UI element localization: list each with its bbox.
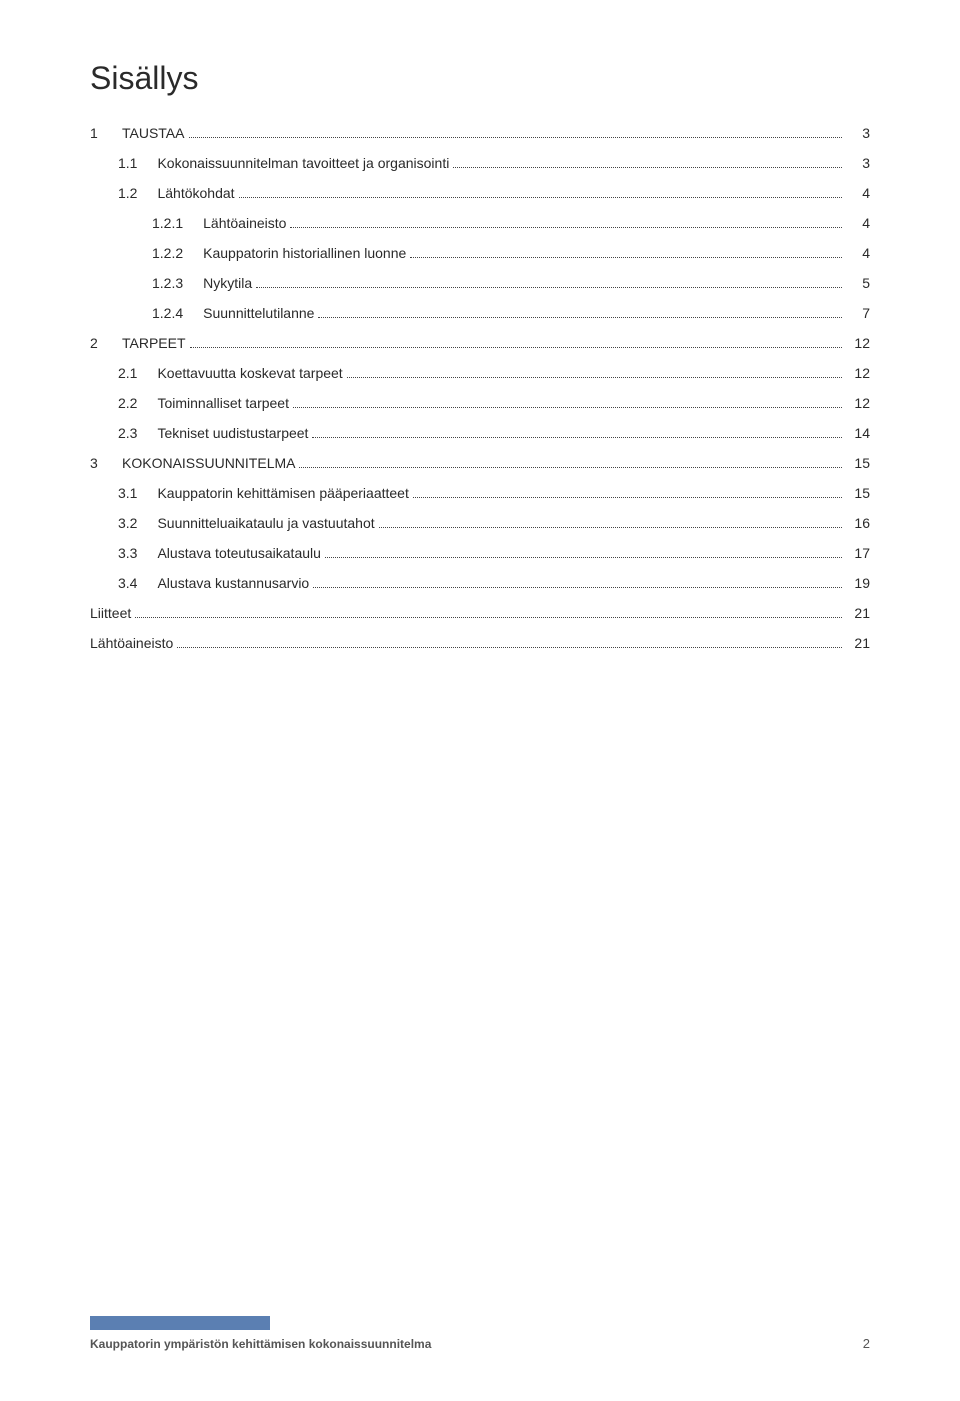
toc-row: Liitteet 21 xyxy=(90,605,870,621)
toc-row: 1.2Lähtökohdat 4 xyxy=(118,185,870,201)
toc-leader-dots xyxy=(299,467,842,468)
toc-label: Alustava toteutusaikataulu xyxy=(157,545,320,561)
footer-line: Kauppatorin ympäristön kehittämisen koko… xyxy=(90,1336,870,1351)
toc-page: 4 xyxy=(846,245,870,261)
toc-leader-dots xyxy=(313,587,842,588)
toc-leader-dots xyxy=(189,137,843,138)
toc-row: 3.1Kauppatorin kehittämisen pääperiaatte… xyxy=(118,485,870,501)
toc-leader-dots xyxy=(177,647,842,648)
toc-number: 2.3 xyxy=(118,425,157,441)
toc-number: 1.2.4 xyxy=(152,305,203,321)
toc-label: Liitteet xyxy=(90,605,131,621)
toc-leader-dots xyxy=(325,557,842,558)
toc-row: 1.2.2Kauppatorin historiallinen luonne 4 xyxy=(152,245,870,261)
toc-row: 3.3Alustava toteutusaikataulu 17 xyxy=(118,545,870,561)
toc-label: Kokonaissuunnitelman tavoitteet ja organ… xyxy=(157,155,449,171)
toc-row: 3.2Suunnitteluaikataulu ja vastuutahot 16 xyxy=(118,515,870,531)
toc-leader-dots xyxy=(135,617,842,618)
toc-label: Lähtöaineisto xyxy=(203,215,286,231)
footer-page-number: 2 xyxy=(863,1336,870,1351)
toc-label: Toiminnalliset tarpeet xyxy=(157,395,289,411)
footer-accent-bar xyxy=(90,1316,270,1330)
toc-page: 12 xyxy=(846,365,870,381)
toc-leader-dots xyxy=(256,287,842,288)
toc-number: 3.2 xyxy=(118,515,157,531)
page-footer: Kauppatorin ympäristön kehittämisen koko… xyxy=(90,1316,870,1351)
toc-leader-dots xyxy=(453,167,842,168)
toc-number: 1.2.2 xyxy=(152,245,203,261)
toc-label: Alustava kustannusarvio xyxy=(157,575,309,591)
table-of-contents: 1TAUSTAA31.1Kokonaissuunnitelman tavoitt… xyxy=(90,125,870,651)
toc-number: 2.2 xyxy=(118,395,157,411)
toc-page: 14 xyxy=(846,425,870,441)
toc-row: 1.1Kokonaissuunnitelman tavoitteet ja or… xyxy=(118,155,870,171)
toc-label: Lähtöaineisto xyxy=(90,635,173,651)
toc-page: 5 xyxy=(846,275,870,291)
toc-page: 16 xyxy=(846,515,870,531)
toc-label: Suunnitteluaikataulu ja vastuutahot xyxy=(157,515,374,531)
toc-page: 19 xyxy=(846,575,870,591)
toc-page: 17 xyxy=(846,545,870,561)
toc-label: KOKONAISSUUNNITELMA xyxy=(122,455,295,471)
toc-row: 3KOKONAISSUUNNITELMA 15 xyxy=(90,455,870,471)
toc-row: 1.2.1Lähtöaineisto 4 xyxy=(152,215,870,231)
toc-number: 1.2.3 xyxy=(152,275,203,291)
toc-label: Lähtökohdat xyxy=(157,185,234,201)
toc-label: Kauppatorin historiallinen luonne xyxy=(203,245,406,261)
toc-page: 15 xyxy=(846,455,870,471)
toc-leader-dots xyxy=(293,407,842,408)
toc-label: Nykytila xyxy=(203,275,252,291)
toc-number: 1.2 xyxy=(118,185,157,201)
toc-number: 1.1 xyxy=(118,155,157,171)
toc-label: Tekniset uudistustarpeet xyxy=(157,425,308,441)
toc-page: 12 xyxy=(846,335,870,351)
toc-page: 21 xyxy=(846,605,870,621)
toc-leader-dots xyxy=(290,227,842,228)
toc-row: 2.1Koettavuutta koskevat tarpeet 12 xyxy=(118,365,870,381)
toc-number: 3 xyxy=(90,455,122,471)
footer-text: Kauppatorin ympäristön kehittämisen koko… xyxy=(90,1337,431,1351)
toc-number: 2.1 xyxy=(118,365,157,381)
toc-number: 1 xyxy=(90,125,122,141)
toc-number: 1.2.1 xyxy=(152,215,203,231)
toc-number: 3.3 xyxy=(118,545,157,561)
toc-page: 15 xyxy=(846,485,870,501)
toc-number: 2 xyxy=(90,335,122,351)
toc-number: 3.1 xyxy=(118,485,157,501)
toc-label: Suunnittelutilanne xyxy=(203,305,314,321)
toc-label: Koettavuutta koskevat tarpeet xyxy=(157,365,342,381)
toc-leader-dots xyxy=(239,197,842,198)
toc-label: TARPEET xyxy=(122,335,186,351)
toc-leader-dots xyxy=(318,317,842,318)
toc-page: 3 xyxy=(846,125,870,141)
toc-label: TAUSTAA xyxy=(122,125,185,141)
toc-row: 3.4Alustava kustannusarvio 19 xyxy=(118,575,870,591)
toc-page: 7 xyxy=(846,305,870,321)
toc-page: 4 xyxy=(846,185,870,201)
toc-number: 3.4 xyxy=(118,575,157,591)
toc-row: 2.3Tekniset uudistustarpeet 14 xyxy=(118,425,870,441)
toc-page: 3 xyxy=(846,155,870,171)
toc-row: 2.2Toiminnalliset tarpeet 12 xyxy=(118,395,870,411)
toc-leader-dots xyxy=(379,527,842,528)
toc-leader-dots xyxy=(347,377,842,378)
toc-page: 21 xyxy=(846,635,870,651)
toc-row: 1TAUSTAA 3 xyxy=(90,125,870,141)
toc-leader-dots xyxy=(312,437,842,438)
toc-row: Lähtöaineisto 21 xyxy=(90,635,870,651)
toc-row: 1.2.3Nykytila 5 xyxy=(152,275,870,291)
toc-row: 1.2.4Suunnittelutilanne 7 xyxy=(152,305,870,321)
toc-row: 2TARPEET 12 xyxy=(90,335,870,351)
toc-label: Kauppatorin kehittämisen pääperiaatteet xyxy=(157,485,408,501)
toc-page: 12 xyxy=(846,395,870,411)
toc-leader-dots xyxy=(413,497,842,498)
toc-leader-dots xyxy=(410,257,842,258)
toc-page: 4 xyxy=(846,215,870,231)
toc-leader-dots xyxy=(190,347,842,348)
page-title: Sisällys xyxy=(90,60,870,97)
